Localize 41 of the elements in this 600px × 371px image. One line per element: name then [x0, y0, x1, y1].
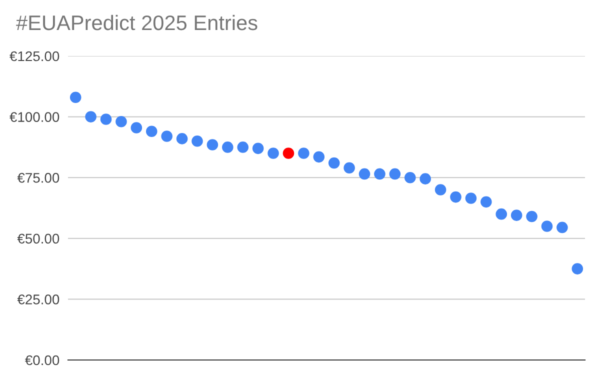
- point: [146, 126, 158, 138]
- point: [450, 191, 462, 203]
- point: [116, 116, 127, 128]
- y-tick-label: €100.00: [10, 112, 60, 122]
- point: [252, 142, 264, 154]
- point: [434, 184, 446, 196]
- point: [85, 111, 96, 122]
- point: [100, 114, 112, 125]
- y-tick-label: €25.00: [17, 294, 60, 304]
- point: [480, 196, 492, 208]
- point: [268, 148, 279, 159]
- point: [420, 173, 431, 184]
- point: [496, 208, 508, 220]
- point: [328, 157, 340, 169]
- point: [192, 135, 203, 147]
- point: [237, 142, 249, 153]
- point: [176, 133, 188, 144]
- point: [541, 220, 553, 232]
- point: [572, 263, 584, 274]
- point: [70, 92, 82, 103]
- y-tick-label: €125.00: [10, 51, 60, 62]
- point: [161, 130, 172, 142]
- point: [374, 168, 386, 180]
- point: [465, 192, 477, 204]
- y-tick-label: €0.00: [25, 355, 60, 366]
- point: [510, 210, 522, 221]
- y-tick-label: €50.00: [17, 234, 60, 244]
- point: [298, 148, 310, 159]
- point: [526, 210, 538, 222]
- point: [206, 139, 218, 150]
- point: [313, 151, 325, 163]
- chart-title: #EUAPredict 2025 Entries: [16, 14, 258, 30]
- point: [358, 168, 370, 180]
- point: [130, 122, 142, 134]
- point: [344, 162, 355, 174]
- point: [222, 142, 234, 153]
- y-tick-label: €75.00: [17, 172, 60, 183]
- point: [282, 148, 294, 159]
- point: [389, 168, 401, 180]
- point: [404, 172, 416, 184]
- point: [556, 222, 568, 234]
